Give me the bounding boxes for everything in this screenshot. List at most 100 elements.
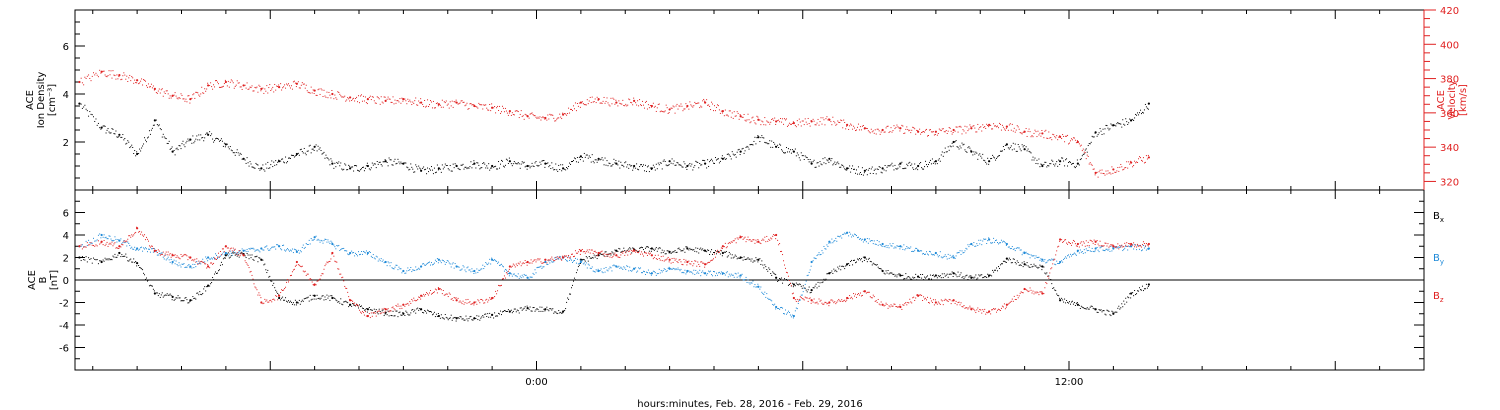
b-By-dot xyxy=(382,259,384,261)
b-Bx-dot xyxy=(472,319,474,321)
b-Bx-dot xyxy=(779,277,781,279)
b-Bz-dot xyxy=(194,258,196,260)
b-Bz-dot xyxy=(217,256,218,258)
velocity-dot xyxy=(1134,160,1136,162)
velocity-dot xyxy=(682,110,684,112)
ion-density-dot xyxy=(1123,123,1125,125)
b-Bz-dot xyxy=(432,292,434,294)
velocity-dot xyxy=(517,111,519,113)
ion-density-dot xyxy=(419,167,421,169)
ion-density-dot xyxy=(423,166,425,168)
ion-density-dot xyxy=(893,169,895,171)
ion-density-dot xyxy=(782,150,784,152)
ion-density-dot xyxy=(629,164,631,166)
b-Bx-dot xyxy=(1134,290,1136,292)
b-By-dot xyxy=(867,242,869,244)
b-Bz-dot xyxy=(325,263,327,265)
b-By-dot xyxy=(501,263,502,265)
b-By-dot xyxy=(689,271,691,273)
ion-density-dot xyxy=(802,155,804,157)
velocity-dot xyxy=(399,98,401,100)
velocity-dot xyxy=(786,125,788,127)
velocity-dot xyxy=(140,80,142,82)
ion-density-dot xyxy=(330,158,332,160)
b-By-dot xyxy=(1067,255,1069,257)
ion-density-dot xyxy=(588,155,590,157)
b-By-dot xyxy=(873,240,875,242)
velocity-dot xyxy=(88,74,90,76)
b-Bx-dot xyxy=(410,312,412,314)
b-By-dot xyxy=(714,271,715,273)
b-Bz-dot xyxy=(177,256,179,258)
b-By-dot xyxy=(1143,247,1145,249)
velocity-dot xyxy=(782,118,784,120)
velocity-dot xyxy=(645,100,647,102)
b-By-dot xyxy=(863,239,865,241)
b-Bx-dot xyxy=(1049,279,1051,281)
b-Bx-dot xyxy=(1090,305,1092,307)
b-Bx-dot xyxy=(196,292,198,294)
velocity-dot xyxy=(614,103,616,105)
b-By-dot xyxy=(1139,248,1141,250)
velocity-dot xyxy=(814,124,816,126)
b-Bx-dot xyxy=(799,283,801,285)
ion-density-dot xyxy=(662,160,664,162)
b-Bx-dot xyxy=(468,318,470,320)
velocity-dot xyxy=(155,92,157,94)
b-Bz-dot xyxy=(94,245,96,247)
b-By-dot xyxy=(1098,251,1100,253)
b-By-dot xyxy=(290,250,292,252)
velocity-dot xyxy=(856,126,858,128)
b-Bx-dot xyxy=(359,306,361,308)
ion-density-dot xyxy=(738,148,740,150)
velocity-dot xyxy=(1005,127,1007,129)
b-Bz-dot xyxy=(153,251,155,253)
velocity-dot xyxy=(975,131,977,133)
b-Bx-point xyxy=(437,314,440,318)
b-By-dot xyxy=(223,254,225,256)
ion-density-dot xyxy=(325,154,327,156)
ion-density-dot xyxy=(1040,163,1042,165)
b-Bx-dot xyxy=(689,247,691,249)
b-By-dot xyxy=(567,260,569,262)
ion-density-dot xyxy=(916,167,918,169)
b-Bx-dot xyxy=(807,289,809,291)
b-Bz-dot xyxy=(266,299,268,301)
b-By-dot xyxy=(773,304,775,306)
b-Bx-dot xyxy=(693,249,695,251)
b-Bx-dot xyxy=(484,313,486,315)
b-Bx-dot xyxy=(141,268,143,270)
ion-density-dot xyxy=(1038,158,1040,160)
b-By-dot xyxy=(967,244,969,246)
b-Bx-dot xyxy=(678,247,680,249)
ion-density-dot xyxy=(236,149,238,151)
ion-density-dot xyxy=(1032,156,1034,158)
b-Bz-dot xyxy=(351,299,353,301)
b-By-point xyxy=(491,258,494,261)
ion-density-dot xyxy=(728,154,730,156)
ion-density-dot xyxy=(1145,106,1147,108)
b-Bx-dot xyxy=(454,316,456,318)
b-By-dot xyxy=(162,256,164,258)
velocity-dot xyxy=(790,123,792,125)
b-Bz-dot xyxy=(267,301,269,303)
b-Bx-dot xyxy=(832,272,834,274)
b-By-dot xyxy=(105,236,107,238)
b-Bx-dot xyxy=(424,310,426,312)
ion-density-dot xyxy=(149,133,151,135)
b-By-dot xyxy=(770,299,772,301)
ion-density-dot xyxy=(831,158,833,160)
b-By-dot xyxy=(1070,255,1072,257)
b-Bz-dot xyxy=(232,247,234,249)
velocity-dot xyxy=(411,104,413,106)
velocity-dot xyxy=(1040,135,1042,137)
b-Bx-dot xyxy=(595,255,597,257)
ion-density-dot xyxy=(779,143,781,145)
b-By-dot xyxy=(506,271,508,273)
ion-density-dot xyxy=(167,143,169,145)
b-Bx-dot xyxy=(282,296,284,298)
b-Bz-dot xyxy=(152,247,154,249)
b-By-dot xyxy=(986,243,988,245)
velocity-dot xyxy=(689,101,691,103)
ion-density-dot xyxy=(393,160,395,162)
